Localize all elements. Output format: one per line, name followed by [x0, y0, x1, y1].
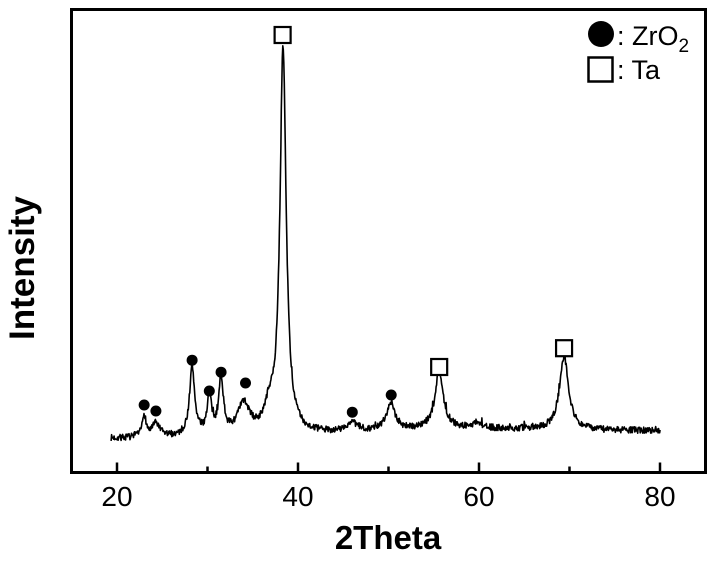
x-axis-label: 2Theta	[335, 519, 442, 556]
legend-ta-square-icon	[587, 56, 614, 83]
zro2-peak-marker	[150, 405, 162, 417]
legend-zro2-colon: :	[617, 21, 632, 51]
zro2-peak-marker	[346, 406, 358, 418]
legend-zro2-circle-icon	[588, 21, 614, 47]
legend-zro2-subscript: 2	[679, 36, 690, 57]
legend-ta-text: Ta	[632, 55, 662, 85]
x-axis-ticks	[115, 462, 662, 472]
zro2-peak-marker	[186, 354, 198, 366]
x-tick-label: 80	[644, 481, 675, 512]
zro2-peak-marker	[138, 399, 150, 411]
zro2-peak-marker	[215, 366, 227, 378]
legend: : ZrO2 : Ta	[587, 21, 689, 85]
legend-zro2-label: : ZrO2	[617, 21, 689, 57]
x-tick-label: 40	[282, 481, 313, 512]
x-tick-label: 20	[101, 481, 132, 512]
xrd-trace	[110, 44, 661, 442]
ta-peak-marker	[554, 339, 574, 358]
ta-peak-marker	[430, 357, 449, 377]
zro2-peak-marker	[203, 385, 215, 397]
legend-ta-label: : Ta	[617, 55, 661, 85]
x-tick-label: 60	[463, 481, 494, 512]
x-axis-tick-labels: 20 40 60 80	[101, 481, 675, 512]
y-axis-label: Intensity	[3, 196, 42, 340]
ta-peak-marker	[273, 25, 292, 45]
zro2-peak-marker	[385, 389, 397, 401]
peak-markers	[138, 25, 574, 418]
zro2-peak-marker	[240, 377, 252, 389]
legend-ta-colon: :	[617, 55, 632, 85]
legend-zro2-text: ZrO	[632, 21, 679, 51]
